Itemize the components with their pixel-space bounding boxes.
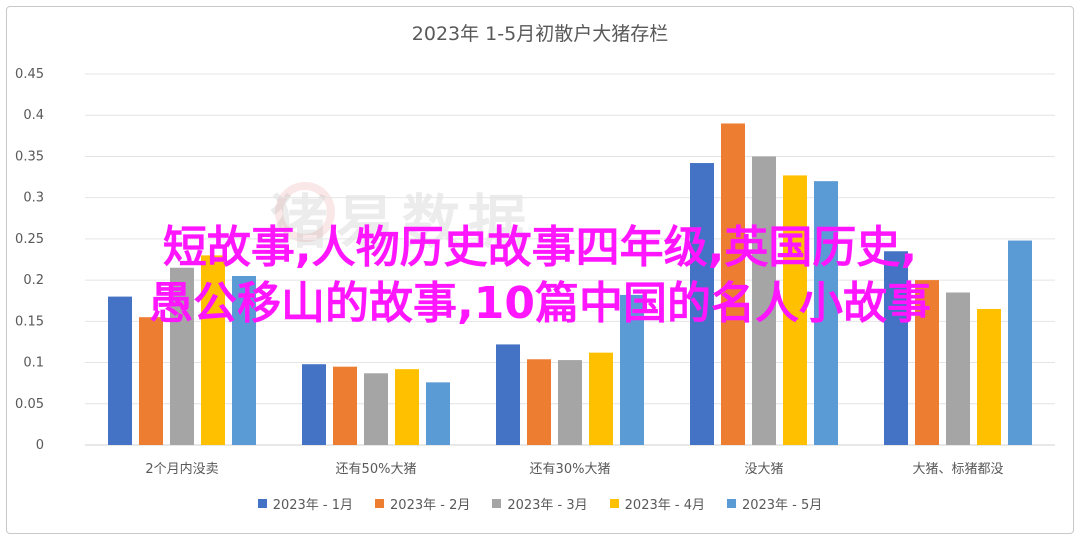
legend-label: 2023年 - 1月 xyxy=(272,498,354,513)
chart-title: 2023年 1-5月初散户大猪存栏 xyxy=(412,23,668,45)
legend-swatch xyxy=(375,499,385,508)
x-tick-label: 还有30%大猪 xyxy=(530,462,611,477)
bar xyxy=(201,255,225,445)
bar xyxy=(108,296,132,445)
y-tick-label: 0.4 xyxy=(23,108,44,123)
legend-item: 2023年 - 1月 xyxy=(257,494,354,513)
y-tick-label: 0.05 xyxy=(15,397,44,412)
bar xyxy=(139,317,163,445)
x-tick-label: 大猪、标猪都没 xyxy=(912,462,1003,477)
legend-swatch xyxy=(492,499,502,508)
legend-swatch xyxy=(726,499,736,508)
legend: 2023年 - 1月 2023年 - 2月 2023年 - 3月 2023年 - 4月… xyxy=(0,494,1080,513)
bar xyxy=(884,251,908,445)
legend-label: 2023年 - 5月 xyxy=(741,498,823,513)
x-tick-label: 还有50%大猪 xyxy=(336,462,417,477)
bar xyxy=(496,344,520,445)
y-tick-label: 0.25 xyxy=(15,232,44,247)
bar xyxy=(364,373,388,445)
y-tick-label: 0.3 xyxy=(23,191,44,206)
bar xyxy=(752,156,776,445)
legend-label: 2023年 - 3月 xyxy=(507,498,588,513)
legend-item: 2023年 - 2月 xyxy=(375,494,470,513)
bar xyxy=(783,175,807,445)
bar xyxy=(721,123,745,445)
bar xyxy=(915,280,939,445)
watermark: 猪易数据 xyxy=(270,188,535,256)
bar xyxy=(527,359,551,445)
legend-swatch xyxy=(609,499,619,508)
bar xyxy=(558,360,582,445)
bar xyxy=(333,366,357,445)
bar xyxy=(589,352,613,445)
bar xyxy=(620,294,644,445)
bar xyxy=(690,163,714,446)
watermark-logo-icon xyxy=(275,182,335,242)
x-tick-label: 2个月内没卖 xyxy=(145,461,218,477)
bar xyxy=(232,275,256,445)
bar xyxy=(170,267,194,445)
y-tick-label: 0.15 xyxy=(15,314,44,329)
legend-item: 2023年 - 3月 xyxy=(492,494,588,513)
x-tick-label: 没大猪 xyxy=(744,462,783,477)
y-tick-label: 0.2 xyxy=(23,273,44,288)
y-tick-label: 0.1 xyxy=(23,356,44,371)
bar xyxy=(977,308,1001,445)
y-tick-label: 0.45 xyxy=(15,67,44,82)
legend-item: 2023年 - 4月 xyxy=(609,494,705,513)
legend-item: 2023年 - 5月 xyxy=(726,494,823,513)
y-tick-label: 0 xyxy=(36,438,44,453)
bar xyxy=(426,382,450,445)
bar xyxy=(814,181,838,445)
legend-label: 2023年 - 2月 xyxy=(390,498,471,513)
y-tick-label: 0.35 xyxy=(15,149,44,164)
bar xyxy=(1008,240,1032,445)
legend-label: 2023年 - 4月 xyxy=(624,498,705,513)
legend-swatch xyxy=(257,499,267,508)
bar xyxy=(302,364,326,445)
bar xyxy=(395,369,419,445)
bar xyxy=(946,292,970,445)
